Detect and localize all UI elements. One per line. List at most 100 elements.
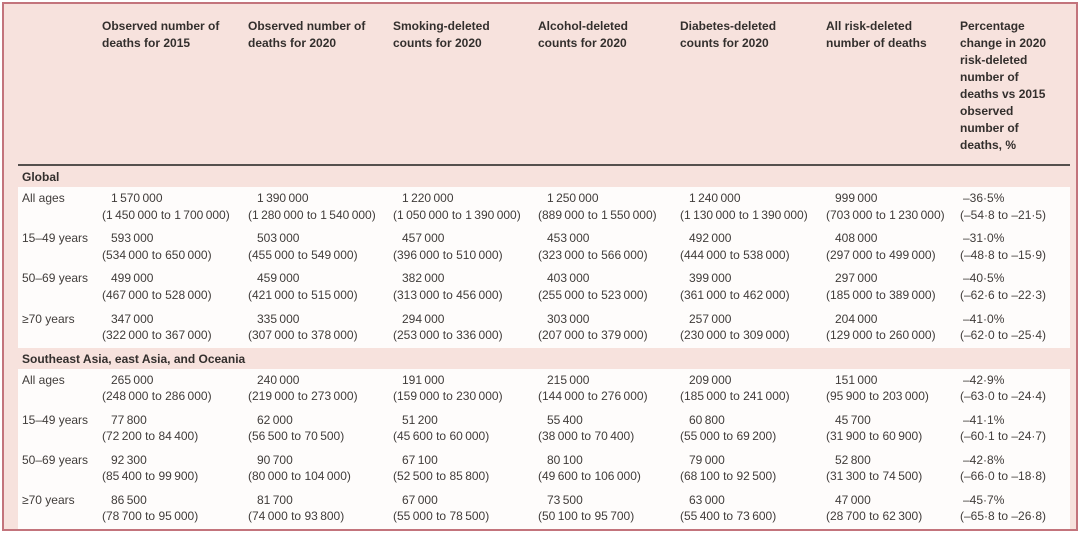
confidence-interval: (–62·6 to –22·3) bbox=[960, 287, 1047, 302]
section-rows: All ages 1 570 000 (1 450 000 to 1 700 000… bbox=[18, 187, 1070, 348]
point-estimate: 92 300 bbox=[111, 452, 147, 467]
value-cell: 47 000 (28 700 to 62 300) bbox=[826, 492, 960, 525]
table-row: All ages 1 570 000 (1 450 000 to 1 700 000… bbox=[18, 187, 1070, 227]
value-cell: 51 200 (45 600 to 60 000) bbox=[393, 412, 538, 445]
column-header: All risk-deleted number of deaths bbox=[826, 19, 927, 51]
confidence-interval: (1 280 000 to 1 540 000) bbox=[248, 207, 376, 222]
point-estimate: 55 400 bbox=[547, 412, 583, 427]
confidence-interval: (129 000 to 260 000) bbox=[826, 328, 936, 343]
value-cell: 86 500 (78 700 to 95 000) bbox=[102, 492, 248, 525]
value-cell: 191 000 (159 000 to 230 000) bbox=[393, 372, 538, 405]
confidence-interval: (45 600 to 60 000) bbox=[393, 429, 490, 444]
value-cell: 92 300 (85 400 to 99 900) bbox=[102, 452, 248, 485]
point-estimate: –36·5% bbox=[963, 191, 1005, 206]
value-cell: 459 000 (421 000 to 515 000) bbox=[248, 270, 393, 303]
column-header: Observed number of deaths for 2020 bbox=[248, 19, 366, 51]
confidence-interval: (55 000 to 69 200) bbox=[680, 429, 777, 444]
table-row: ≥70 years 86 500 (78 700 to 95 000) 81 700 (… bbox=[18, 489, 1070, 529]
value-cell: 215 000 (144 000 to 276 000) bbox=[538, 372, 680, 405]
value-cell: 399 000 (361 000 to 462 000) bbox=[680, 270, 826, 303]
point-estimate: 62 000 bbox=[257, 412, 293, 427]
point-estimate: 151 000 bbox=[835, 372, 878, 387]
row-label: ≥70 years bbox=[22, 311, 75, 326]
value-cell: –36·5% (–54·8 to –21·5) bbox=[960, 190, 1070, 223]
confidence-interval: (185 000 to 389 000) bbox=[826, 287, 936, 302]
value-cell: 52 800 (31 300 to 74 500) bbox=[826, 452, 960, 485]
point-estimate: 347 000 bbox=[111, 311, 154, 326]
confidence-interval: (28 700 to 62 300) bbox=[826, 509, 923, 524]
point-estimate: 382 000 bbox=[402, 271, 445, 286]
point-estimate: 51 200 bbox=[402, 412, 438, 427]
confidence-interval: (313 000 to 456 000) bbox=[393, 287, 503, 302]
row-label: 15–49 years bbox=[22, 412, 89, 427]
value-cell: 151 000 (95 900 to 203 000) bbox=[826, 372, 960, 405]
point-estimate: 80 100 bbox=[547, 452, 583, 467]
value-cell: 335 000 (307 000 to 378 000) bbox=[248, 311, 393, 344]
value-cell: 77 800 (72 200 to 84 400) bbox=[102, 412, 248, 445]
point-estimate: 67 000 bbox=[402, 492, 438, 507]
confidence-interval: (248 000 to 286 000) bbox=[102, 389, 212, 404]
confidence-interval: (56 500 to 70 500) bbox=[248, 429, 345, 444]
point-estimate: 240 000 bbox=[257, 372, 300, 387]
point-estimate: 1 570 000 bbox=[111, 191, 163, 206]
value-cell: 297 000 (185 000 to 389 000) bbox=[826, 270, 960, 303]
section-header: Global bbox=[22, 170, 60, 185]
confidence-interval: (78 700 to 95 000) bbox=[102, 509, 199, 524]
value-cell: 294 000 (253 000 to 336 000) bbox=[393, 311, 538, 344]
point-estimate: 297 000 bbox=[835, 271, 878, 286]
confidence-interval: (50 100 to 95 700) bbox=[538, 509, 635, 524]
confidence-interval: (49 600 to 106 000) bbox=[538, 469, 641, 484]
point-estimate: 303 000 bbox=[547, 311, 590, 326]
row-label: ≥70 years bbox=[22, 492, 75, 507]
value-cell: 999 000 (703 000 to 1 230 000) bbox=[826, 190, 960, 223]
point-estimate: 257 000 bbox=[689, 311, 732, 326]
point-estimate: 593 000 bbox=[111, 231, 154, 246]
point-estimate: 294 000 bbox=[402, 311, 445, 326]
value-cell: 1 390 000 (1 280 000 to 1 540 000) bbox=[248, 190, 393, 223]
value-cell: 1 570 000 (1 450 000 to 1 700 000) bbox=[102, 190, 248, 223]
point-estimate: 492 000 bbox=[689, 231, 732, 246]
point-estimate: 73 500 bbox=[547, 492, 583, 507]
confidence-interval: (38 000 to 70 400) bbox=[538, 429, 635, 444]
section-rows: All ages 265 000 (248 000 to 286 000) 240 0… bbox=[18, 368, 1070, 529]
value-cell: 503 000 (455 000 to 549 000) bbox=[248, 230, 393, 263]
confidence-interval: (230 000 to 309 000) bbox=[680, 328, 790, 343]
confidence-interval: (307 000 to 378 000) bbox=[248, 328, 358, 343]
value-cell: 593 000 (534 000 to 650 000) bbox=[102, 230, 248, 263]
table-row: 50–69 years 92 300 (85 400 to 99 900) 90 70… bbox=[18, 449, 1070, 489]
value-cell: 81 700 (74 000 to 93 800) bbox=[248, 492, 393, 525]
confidence-interval: (–60·1 to –24·7) bbox=[960, 429, 1047, 444]
point-estimate: 457 000 bbox=[402, 231, 445, 246]
confidence-interval: (–48·8 to –15·9) bbox=[960, 247, 1047, 262]
row-label: 50–69 years bbox=[22, 271, 89, 286]
value-cell: 55 400 (38 000 to 70 400) bbox=[538, 412, 680, 445]
point-estimate: –41·1% bbox=[963, 412, 1005, 427]
header-row: Observed number of deaths for 2015 Observ… bbox=[18, 4, 1070, 164]
point-estimate: 45 700 bbox=[835, 412, 871, 427]
point-estimate: 999 000 bbox=[835, 191, 878, 206]
point-estimate: 408 000 bbox=[835, 231, 878, 246]
point-estimate: 499 000 bbox=[111, 271, 154, 286]
point-estimate: –40·5% bbox=[963, 271, 1005, 286]
value-cell: 1 240 000 (1 130 000 to 1 390 000) bbox=[680, 190, 826, 223]
point-estimate: 215 000 bbox=[547, 372, 590, 387]
point-estimate: –31·0% bbox=[963, 231, 1005, 246]
value-cell: 62 000 (56 500 to 70 500) bbox=[248, 412, 393, 445]
confidence-interval: (444 000 to 538 000) bbox=[680, 247, 790, 262]
confidence-interval: (534 000 to 650 000) bbox=[102, 247, 212, 262]
value-cell: 457 000 (396 000 to 510 000) bbox=[393, 230, 538, 263]
confidence-interval: (219 000 to 273 000) bbox=[248, 389, 358, 404]
value-cell: –42·9% (–63·0 to –24·4) bbox=[960, 372, 1070, 405]
value-cell: –40·5% (–62·6 to –22·3) bbox=[960, 270, 1070, 303]
confidence-interval: (144 000 to 276 000) bbox=[538, 389, 648, 404]
row-label: All ages bbox=[22, 191, 65, 206]
point-estimate: 191 000 bbox=[402, 372, 445, 387]
confidence-interval: (207 000 to 379 000) bbox=[538, 328, 648, 343]
column-header: Diabetes-deleted counts for 2020 bbox=[680, 19, 777, 51]
confidence-interval: (322 000 to 367 000) bbox=[102, 328, 212, 343]
confidence-interval: (–63·0 to –24·4) bbox=[960, 389, 1047, 404]
confidence-interval: (1 450 000 to 1 700 000) bbox=[102, 207, 230, 222]
row-label: 15–49 years bbox=[22, 231, 89, 246]
confidence-interval: (–62·0 to –25·4) bbox=[960, 328, 1047, 343]
row-label: 50–69 years bbox=[22, 452, 89, 467]
